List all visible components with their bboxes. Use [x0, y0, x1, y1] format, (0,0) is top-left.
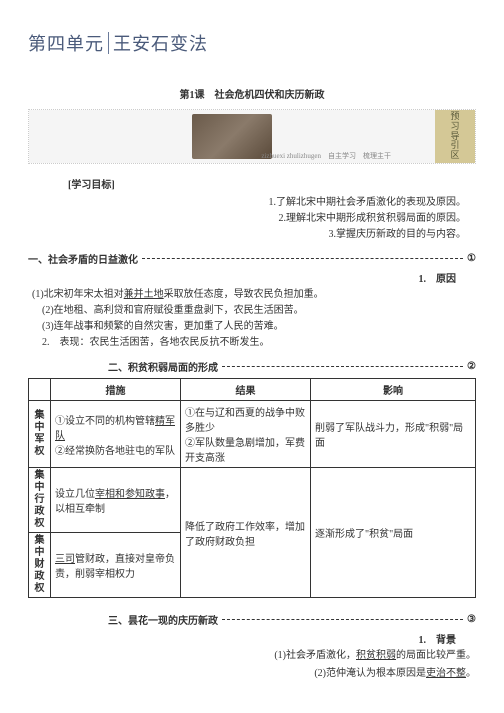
objectives-list: 1.了解北宋中期社会矛盾激化的表现及原因。 2.理解北宋中期形成积贫积弱局面的原…: [28, 195, 476, 243]
table-header: [29, 379, 51, 401]
photo-placeholder: [192, 114, 272, 159]
dash-line: [222, 366, 463, 367]
table-header-row: 措施 结果 影响: [29, 379, 476, 401]
table-row: 集中行政权 设立几位宰相和参知政事，以相互牵制 降低了政府工作效率，增加了政府财…: [29, 468, 476, 533]
effect-cell: 削弱了军队战斗力，形成"积弱"局面: [311, 401, 476, 468]
section-1-sub: 1. 原因: [28, 270, 456, 285]
table-header: 措施: [51, 379, 181, 401]
text: 的局面比较严重。: [396, 650, 476, 661]
table-header: 结果: [181, 379, 311, 401]
objective-item: 2.理解北宋中期形成积贫积弱局面的原因。: [28, 211, 466, 227]
measure-cell: 设立几位宰相和参知政事，以相互牵制: [51, 468, 181, 533]
unit-header: 第四单元 王安石变法: [28, 30, 476, 56]
result-cell: ①在与辽和西夏的战争中败多胜少 ②军队数量急剧增加，军费开支高涨: [181, 401, 311, 468]
effect-cell: 逐渐形成了"积贫"局面: [311, 468, 476, 598]
heading-text: 一、社会矛盾的日益激化: [28, 251, 138, 266]
lesson-title: 第1课 社会危机四伏和庆历新政: [28, 86, 476, 101]
result-cell: 降低了政府工作效率，增加了政府财政负担: [181, 468, 311, 598]
body-text: (3)连年战事和频繁的自然灾害，更加重了人民的苦难。: [28, 319, 476, 335]
banner-caption: zizhuexi zhulizhugen 自主学习 梳理主干: [261, 151, 391, 161]
text: (2)范仲淹认为根本原因是: [314, 668, 426, 679]
row-label: 集中行政权: [29, 468, 51, 533]
table-row: 集中军权 ①设立不同的机构管辖精军队 ②经常换防各地驻屯的军队 ①在与辽和西夏的…: [29, 401, 476, 468]
dash-line: [142, 258, 463, 259]
text: 设立几位: [55, 489, 95, 500]
banner-photo-area: zizhuexi zhulizhugen 自主学习 梳理主干: [29, 110, 435, 163]
circled-number: ①: [467, 253, 476, 264]
body-text: (2)在地租、高利贷和官府赋役重重盘剥下，农民生活困苦。: [28, 303, 476, 319]
section-2-heading: 二、积贫积弱局面的形成 ②: [108, 359, 476, 374]
underlined-term: 吏治不整: [426, 668, 466, 679]
unit-divider: [108, 32, 109, 54]
section-3-sub: 1. 背景: [28, 631, 456, 646]
body-text: (1)社会矛盾激化，积贫积弱的局面比较严重。: [28, 648, 476, 664]
table-header: 影响: [311, 379, 476, 401]
banner-right-label: 预 习 导 引 区: [435, 110, 475, 163]
text: 。: [466, 668, 476, 679]
section-1-heading: 一、社会矛盾的日益激化 ①: [28, 251, 476, 266]
objective-item: 1.了解北宋中期社会矛盾激化的表现及原因。: [28, 195, 466, 211]
unit-subtitle: 王安石变法: [113, 30, 208, 56]
text: (1)社会矛盾激化，: [274, 650, 356, 661]
text: 采取放任态度，导致农民负担加重。: [164, 289, 324, 300]
heading-text: 二、积贫积弱局面的形成: [108, 359, 218, 374]
underlined-term: 宰相和参知政事: [95, 489, 165, 500]
text: ①设立不同的机构管辖: [55, 416, 155, 427]
row-label: 集中财政权: [29, 533, 51, 598]
section-3-heading: 三、昙花一现的庆历新政 ③: [108, 612, 476, 627]
circled-number: ②: [467, 361, 476, 372]
text: (1)北宋初年宋太祖对: [32, 289, 124, 300]
underlined-term: 三司: [55, 554, 75, 565]
body-text: (1)北宋初年宋太祖对兼并土地采取放任态度，导致农民负担加重。: [28, 287, 476, 303]
row-label: 集中军权: [29, 401, 51, 468]
measure-cell: ①设立不同的机构管辖精军队 ②经常换防各地驻屯的军队: [51, 401, 181, 468]
body-text: (2)范仲淹认为根本原因是吏治不整。: [28, 666, 476, 682]
preview-banner: zizhuexi zhulizhugen 自主学习 梳理主干 预 习 导 引 区: [28, 109, 476, 164]
heading-text: 三、昙花一现的庆历新政: [108, 612, 218, 627]
text: ②经常换防各地驻屯的军队: [55, 446, 175, 457]
circled-number: ③: [467, 614, 476, 625]
measure-cell: 三司管财政，直接对皇帝负责，削弱宰相权力: [51, 533, 181, 598]
objectives-label: [学习目标]: [68, 176, 476, 191]
unit-title: 第四单元: [28, 30, 104, 56]
banner-char: 区: [450, 151, 459, 161]
underlined-term: 兼并土地: [124, 289, 164, 300]
policy-table: 措施 结果 影响 集中军权 ①设立不同的机构管辖精军队 ②经常换防各地驻屯的军队…: [28, 378, 476, 598]
objective-item: 3.掌握庆历新政的目的与内容。: [28, 227, 466, 243]
body-text: 2. 表现：农民生活困苦，各地农民反抗不断发生。: [28, 335, 476, 351]
dash-line: [222, 619, 463, 620]
underlined-term: 积贫积弱: [356, 650, 396, 661]
